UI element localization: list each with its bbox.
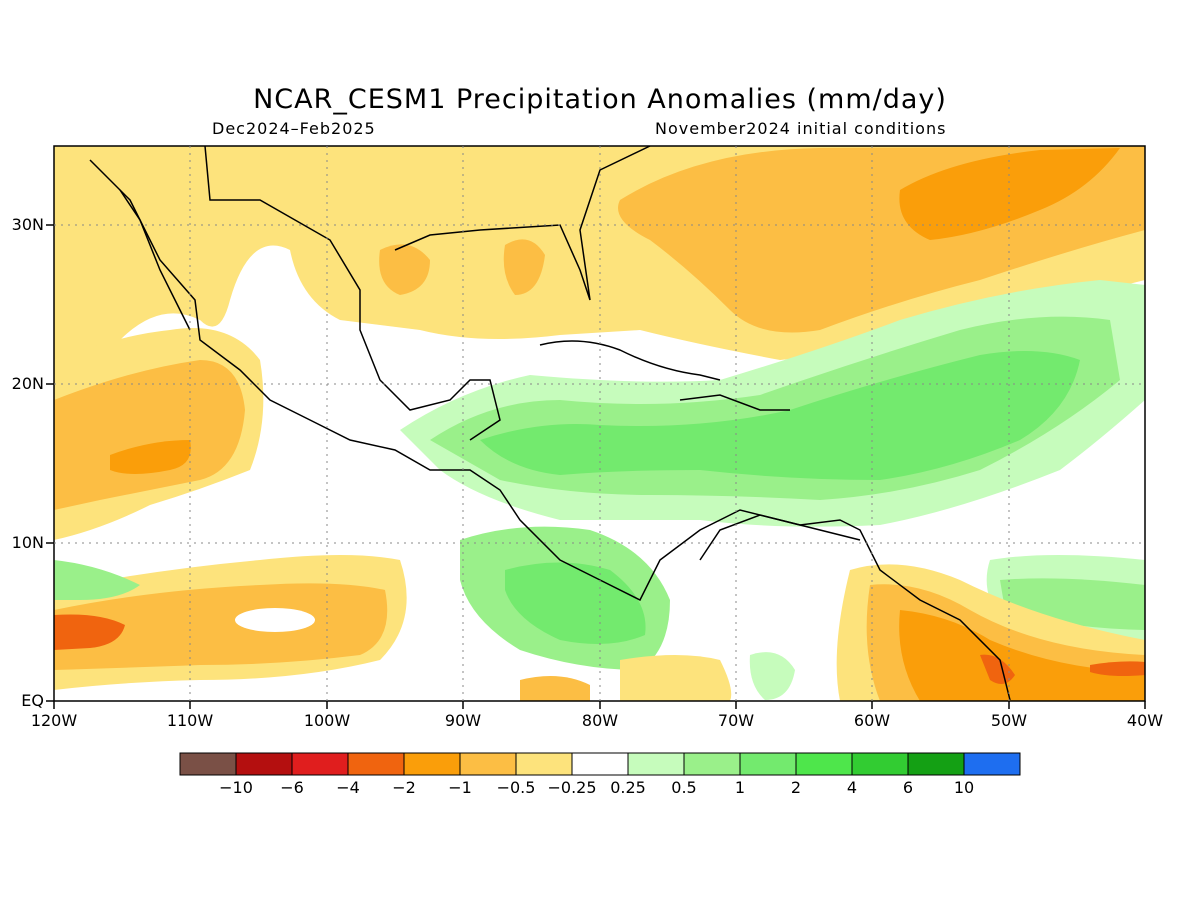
colorbar-label: −0.25	[547, 778, 597, 797]
colorbar-label: 4	[846, 778, 858, 797]
lon-label-70w: 70W	[717, 711, 755, 730]
colorbar-swatch	[403, 752, 461, 776]
colorbar-swatch	[963, 752, 1021, 776]
lon-label-100w: 100W	[303, 711, 351, 730]
lon-label-90w: 90W	[444, 711, 482, 730]
colorbar-swatch	[235, 752, 293, 776]
colorbar-swatch	[683, 752, 741, 776]
colorbar-label: 6	[902, 778, 914, 797]
anomaly-field	[54, 146, 1145, 701]
map-grid	[54, 146, 1145, 701]
colorbar-label: 10	[953, 778, 975, 797]
lon-label-40w: 40W	[1126, 711, 1164, 730]
colorbar-label: −0.5	[496, 778, 536, 797]
lat-label-30n: 30N	[11, 215, 44, 234]
forecast-period: Dec2024–Feb2025	[212, 119, 376, 138]
lon-label-80w: 80W	[581, 711, 619, 730]
colorbar-swatch	[795, 752, 853, 776]
colorbar-swatch	[571, 752, 629, 776]
coastlines	[89, 146, 1011, 701]
lat-label-20n: 20N	[11, 374, 44, 393]
colorbar-label: 1	[734, 778, 746, 797]
lon-label-60w: 60W	[853, 711, 891, 730]
axis-ticks	[46, 224, 1146, 709]
lat-label-eq: EQ	[21, 691, 44, 710]
colorbar-swatch	[851, 752, 909, 776]
chart-title: NCAR_CESM1 Precipitation Anomalies (mm/d…	[253, 84, 947, 115]
colorbar-label: −10	[219, 778, 253, 797]
lat-label-10n: 10N	[11, 533, 44, 552]
lon-label-120w: 120W	[30, 711, 78, 730]
colorbar-label: −4	[336, 778, 360, 797]
colorbar-label: 0.25	[610, 778, 646, 797]
colorbar-swatch	[627, 752, 685, 776]
colorbar-swatch	[459, 752, 517, 776]
colorbar-swatch	[347, 752, 405, 776]
initial-conditions: November2024 initial conditions	[655, 119, 947, 138]
colorbar-swatch	[739, 752, 797, 776]
colorbar-label: −6	[280, 778, 304, 797]
colorbar-swatch	[179, 752, 237, 776]
colorbar	[179, 752, 1021, 776]
colorbar-swatch	[907, 752, 965, 776]
colorbar-swatch	[291, 752, 349, 776]
colorbar-label: −1	[448, 778, 472, 797]
lon-label-110w: 110W	[166, 711, 214, 730]
colorbar-swatch	[515, 752, 573, 776]
lon-label-50w: 50W	[990, 711, 1028, 730]
colorbar-label: 2	[790, 778, 802, 797]
colorbar-label: −2	[392, 778, 416, 797]
colorbar-label: 0.5	[671, 778, 697, 797]
